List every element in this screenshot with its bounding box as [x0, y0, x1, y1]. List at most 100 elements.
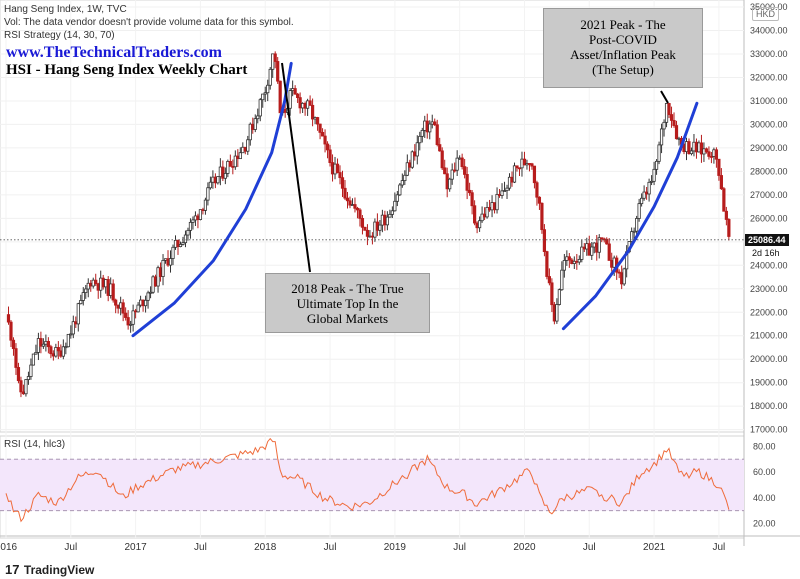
candle-body[interactable] — [330, 162, 335, 175]
candle-body[interactable] — [565, 256, 569, 261]
candle-body[interactable] — [335, 163, 340, 173]
candle-body[interactable] — [517, 167, 522, 170]
candle-body[interactable] — [56, 347, 60, 352]
candle-body[interactable] — [585, 243, 589, 250]
candle-body[interactable] — [560, 269, 564, 291]
symbol-legend[interactable]: Hang Seng Index, 1W, TVC — [4, 4, 127, 15]
candle-body[interactable] — [340, 177, 345, 189]
candle-body[interactable] — [148, 291, 153, 294]
candle-body[interactable] — [410, 151, 414, 168]
candle-body[interactable] — [34, 352, 38, 355]
candle-body[interactable] — [288, 90, 292, 109]
candle-body[interactable] — [662, 121, 666, 130]
candle-body[interactable] — [535, 182, 539, 198]
candle-body[interactable] — [577, 259, 581, 263]
candle-body[interactable] — [313, 117, 317, 120]
candle-body[interactable] — [398, 184, 402, 196]
candle-body[interactable] — [453, 169, 457, 172]
candle-body[interactable] — [21, 391, 26, 395]
candle-body[interactable] — [74, 321, 78, 325]
candle-body[interactable] — [303, 102, 307, 109]
candle-body[interactable] — [393, 200, 397, 212]
candle-body[interactable] — [241, 146, 245, 154]
candle-body[interactable] — [9, 321, 13, 341]
candle-body[interactable] — [166, 258, 170, 266]
candle-body[interactable] — [515, 165, 519, 169]
candle-body[interactable] — [228, 161, 232, 167]
candle-body[interactable] — [445, 173, 449, 190]
candle-body[interactable] — [495, 194, 499, 211]
candle-body[interactable] — [126, 317, 130, 326]
candle-body[interactable] — [657, 144, 661, 162]
candle-body[interactable] — [724, 210, 728, 220]
candle-body[interactable] — [520, 158, 524, 169]
candle-body[interactable] — [707, 151, 711, 157]
candle-body[interactable] — [181, 242, 185, 245]
candle-body[interactable] — [333, 163, 337, 175]
candle-body[interactable] — [29, 364, 33, 377]
candle-body[interactable] — [291, 88, 295, 92]
candle-body[interactable] — [11, 339, 16, 350]
candle-body[interactable] — [116, 304, 120, 309]
candle-body[interactable] — [276, 61, 280, 82]
candle-body[interactable] — [365, 229, 370, 237]
candle-body[interactable] — [378, 224, 382, 231]
candle-body[interactable] — [226, 161, 230, 174]
candle-body[interactable] — [201, 209, 205, 212]
candle-body[interactable] — [131, 310, 135, 325]
candle-body[interactable] — [607, 243, 611, 261]
candle-body[interactable] — [36, 338, 41, 353]
candle-body[interactable] — [674, 125, 679, 140]
strategy-legend[interactable]: RSI Strategy (14, 30, 70) — [4, 30, 115, 41]
candle-body[interactable] — [84, 288, 88, 293]
candle-body[interactable] — [139, 299, 143, 306]
candle-body[interactable] — [114, 299, 118, 306]
candle-body[interactable] — [14, 348, 18, 368]
candle-body[interactable] — [358, 209, 362, 219]
candle-body[interactable] — [176, 239, 180, 248]
candle-body[interactable] — [136, 304, 140, 313]
candle-body[interactable] — [310, 104, 315, 120]
candle-body[interactable] — [400, 180, 404, 186]
candle-body[interactable] — [532, 165, 537, 184]
candle-body[interactable] — [620, 272, 624, 285]
candle-body[interactable] — [649, 180, 654, 183]
candle-body[interactable] — [44, 341, 48, 345]
candle-body[interactable] — [659, 128, 664, 146]
candle-body[interactable] — [530, 163, 534, 167]
candle-body[interactable] — [450, 169, 454, 180]
candle-body[interactable] — [435, 124, 439, 145]
candle-body[interactable] — [273, 53, 277, 62]
candle-body[interactable] — [550, 282, 554, 306]
candle-body[interactable] — [129, 323, 133, 326]
candle-body[interactable] — [236, 155, 240, 160]
candle-body[interactable] — [198, 209, 203, 220]
candle-body[interactable] — [203, 199, 208, 211]
candle-body[interactable] — [617, 271, 621, 274]
candle-body[interactable] — [425, 120, 429, 133]
candle-body[interactable] — [527, 163, 532, 165]
candle-body[interactable] — [408, 162, 412, 168]
candle-body[interactable] — [318, 123, 322, 133]
candle-body[interactable] — [218, 166, 222, 178]
candle-body[interactable] — [542, 229, 547, 252]
candle-body[interactable] — [168, 258, 173, 266]
candle-body[interactable] — [296, 93, 300, 99]
candle-body[interactable] — [39, 338, 43, 347]
candle-body[interactable] — [79, 300, 83, 305]
candle-body[interactable] — [256, 115, 260, 120]
candle-body[interactable] — [475, 222, 479, 229]
candle-body[interactable] — [388, 213, 392, 218]
candle-body[interactable] — [363, 226, 367, 231]
candle-body[interactable] — [96, 283, 100, 291]
candle-body[interactable] — [253, 118, 257, 130]
candle-body[interactable] — [699, 142, 704, 155]
candle-body[interactable] — [512, 165, 517, 183]
candle-body[interactable] — [405, 162, 409, 176]
candle-body[interactable] — [89, 282, 93, 287]
candle-body[interactable] — [111, 283, 115, 301]
candle-body[interactable] — [440, 150, 444, 169]
candle-body[interactable] — [348, 200, 352, 206]
candle-body[interactable] — [19, 380, 23, 393]
candle-body[interactable] — [380, 214, 384, 226]
